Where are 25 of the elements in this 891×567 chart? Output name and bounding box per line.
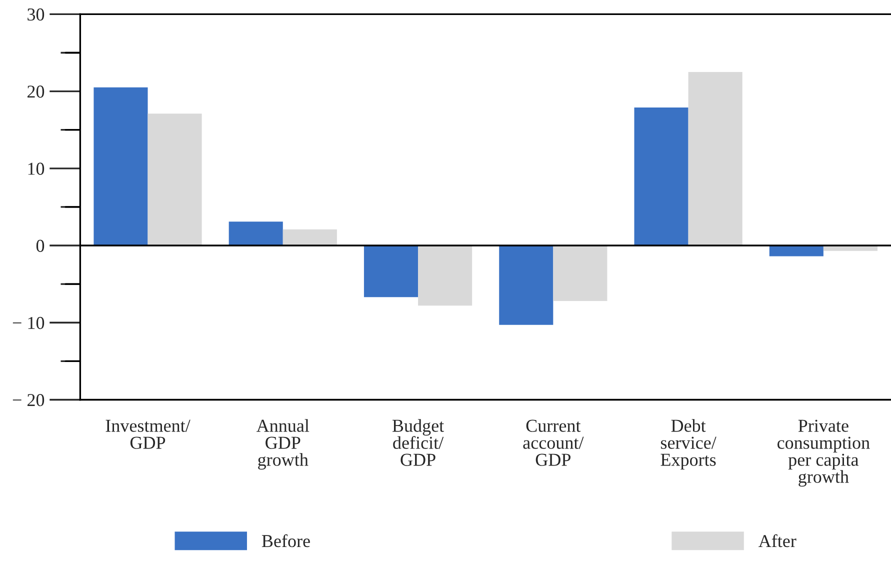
y-tick-label: 0 bbox=[36, 240, 44, 252]
bar bbox=[769, 246, 824, 256]
bar bbox=[499, 246, 554, 325]
bar bbox=[364, 246, 418, 298]
bar bbox=[418, 246, 472, 306]
bar bbox=[688, 72, 742, 246]
x-tick-label: Annual GDP growth bbox=[256, 419, 310, 470]
legend-label: Before bbox=[262, 534, 310, 548]
legend-label: After bbox=[758, 534, 796, 548]
bar bbox=[228, 222, 283, 246]
bar bbox=[634, 107, 688, 246]
bar bbox=[282, 229, 337, 246]
y-tick-label: 10 bbox=[28, 162, 44, 175]
x-tick-label: Current account/ GDP bbox=[523, 420, 584, 466]
x-tick-label: Budget deficit/ GDP bbox=[392, 419, 444, 466]
y-tick-label: 20 bbox=[28, 86, 44, 98]
y-tick-label: − 20 bbox=[12, 394, 44, 406]
x-tick-label: Private consumption per capita growth bbox=[777, 420, 870, 487]
y-tick-label: 30 bbox=[28, 8, 44, 21]
x-tick-label: Debt service/ Exports bbox=[660, 419, 716, 470]
bar bbox=[553, 246, 608, 302]
x-tick-label: Investment/ GDP bbox=[106, 420, 190, 449]
y-tick-label: − 10 bbox=[12, 316, 44, 330]
bar bbox=[148, 114, 202, 246]
bar bbox=[94, 87, 148, 246]
